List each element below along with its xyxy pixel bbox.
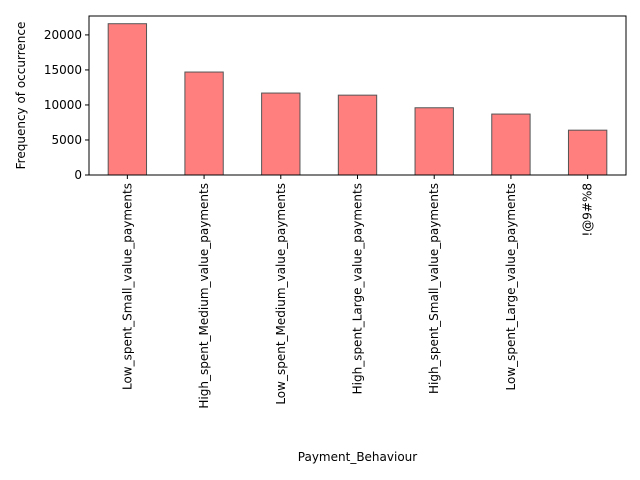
bar — [414, 107, 454, 176]
y-tick-label: 20000 — [44, 28, 82, 42]
plot-frame — [88, 15, 627, 176]
x-axis: Low_spent_Small_value_payments High_spent… — [120, 175, 595, 409]
y-tick-label: 15000 — [44, 63, 82, 77]
x-axis-label: Payment_Behaviour — [298, 450, 417, 464]
x-tick-label: High_spent_Medium_value_payments — [197, 183, 211, 409]
bar — [567, 129, 608, 176]
x-tick-label: !@9#%8 — [581, 183, 595, 237]
x-tick-label: High_spent_Large_value_payments — [351, 183, 365, 394]
y-tick-label: 5000 — [51, 133, 82, 147]
x-tick-label: Low_spent_Large_value_payments — [504, 183, 518, 390]
bar — [261, 92, 301, 176]
bar — [107, 23, 148, 176]
y-tick-label: 10000 — [44, 98, 82, 112]
bars-group — [107, 23, 608, 176]
x-tick-label: High_spent_Small_value_payments — [427, 183, 441, 394]
y-axis: 0 5000 10000 15000 20000 — [44, 28, 89, 182]
x-tick-label: Low_spent_Small_value_payments — [120, 183, 134, 390]
bar — [337, 94, 378, 176]
y-tick-label: 0 — [74, 168, 82, 182]
bar — [184, 71, 224, 176]
bar — [491, 113, 531, 176]
y-axis-label: Frequency of occurrence — [14, 22, 28, 170]
x-tick-label: Low_spent_Medium_value_payments — [274, 183, 288, 405]
